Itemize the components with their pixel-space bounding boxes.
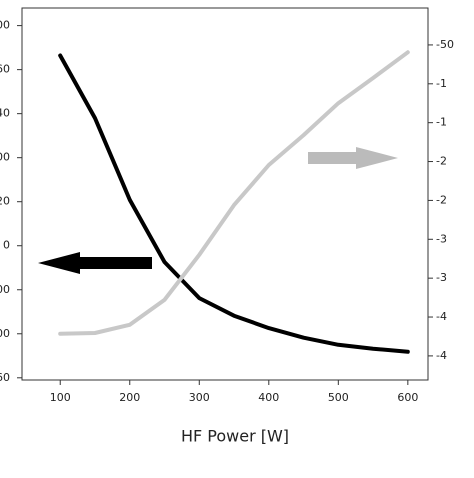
left-arrow	[38, 252, 152, 274]
x-tick-label: 400	[258, 391, 279, 404]
y2-tick-label: -1	[436, 116, 447, 129]
x-tick-label: 300	[189, 391, 210, 404]
x-axis-label: HF Power [W]	[181, 427, 289, 446]
y-tick-label: 40	[0, 107, 10, 120]
y2-tick-label: -4	[436, 310, 447, 323]
y2-tick-label: -2	[436, 155, 447, 168]
plot-frame	[21, 7, 429, 381]
x-tick-label: 200	[119, 391, 140, 404]
x-tick-label: 100	[50, 391, 71, 404]
series-line	[58, 53, 410, 354]
y2-tick-label: -1	[436, 77, 447, 90]
y-tick-label: 20	[0, 195, 10, 208]
y-tick-label: 00	[0, 283, 10, 296]
y-tick-label: 00	[0, 327, 10, 340]
y2-tick-label: -4	[436, 349, 447, 362]
y2-tick-label: -3	[436, 271, 447, 284]
y-tick-label: 00	[0, 19, 10, 32]
y2-tick-label: -3	[436, 232, 447, 245]
y-tick-label: 0	[3, 239, 10, 252]
y-tick-label: 60	[0, 371, 10, 384]
x-tick-label: 500	[328, 391, 349, 404]
y-tick-label: 60	[0, 63, 10, 76]
x-tick-label: 600	[397, 391, 418, 404]
right-arrow	[308, 147, 398, 169]
y2-tick-label: -50	[436, 38, 454, 51]
series-line	[58, 50, 410, 336]
y-tick-label: 00	[0, 151, 10, 164]
y2-tick-label: -2	[436, 193, 447, 206]
